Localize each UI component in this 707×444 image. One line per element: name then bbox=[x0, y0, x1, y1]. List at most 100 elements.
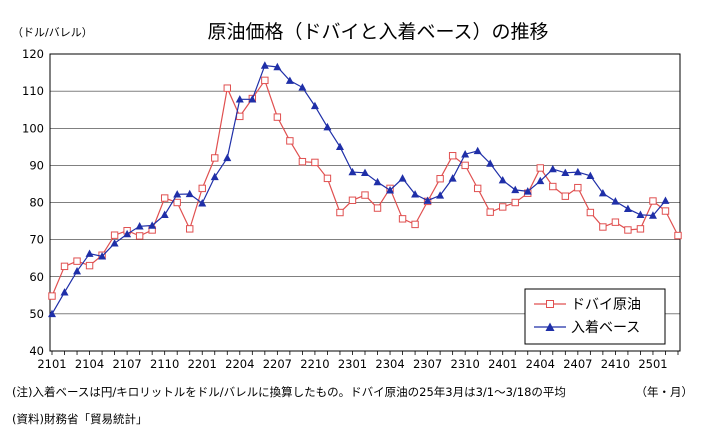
data-point bbox=[674, 231, 682, 240]
data-point bbox=[561, 192, 570, 200]
data-point bbox=[198, 184, 206, 193]
y-tick-label: 40 bbox=[29, 344, 44, 358]
data-point bbox=[649, 197, 657, 205]
data-point bbox=[335, 142, 344, 151]
legend-marker-dubai bbox=[546, 300, 554, 308]
data-point bbox=[498, 176, 507, 184]
data-point bbox=[436, 175, 444, 183]
data-point bbox=[310, 101, 319, 110]
data-point bbox=[210, 172, 219, 181]
legend-label-import: 入着ベース bbox=[571, 320, 640, 336]
x-tick-label: 2201 bbox=[188, 357, 217, 371]
data-point bbox=[636, 225, 645, 233]
data-point bbox=[398, 215, 407, 223]
x-tick-label: 2410 bbox=[601, 357, 630, 371]
legend-marker-import bbox=[545, 322, 555, 331]
data-point bbox=[398, 174, 407, 182]
data-point bbox=[323, 122, 332, 131]
chart-title: 原油価格（ドバイと入着ベース）の推移 bbox=[207, 21, 548, 43]
x-tick-label: 2104 bbox=[75, 357, 104, 371]
data-point bbox=[598, 189, 607, 197]
data-point bbox=[574, 183, 582, 192]
data-point bbox=[461, 150, 470, 158]
data-point bbox=[223, 153, 232, 162]
data-point bbox=[511, 185, 520, 194]
data-point bbox=[536, 164, 544, 172]
data-point bbox=[160, 210, 169, 218]
data-point bbox=[261, 76, 269, 85]
data-point bbox=[123, 229, 132, 238]
y-tick-label: 120 bbox=[22, 47, 44, 61]
data-point bbox=[361, 191, 369, 199]
data-point bbox=[486, 159, 495, 167]
data-point bbox=[461, 161, 469, 170]
x-tick-label: 2407 bbox=[563, 357, 592, 371]
legend-label-dubai: ドバイ原油 bbox=[571, 297, 641, 313]
x-tick-label: 2301 bbox=[338, 357, 367, 371]
legend: ドバイ原油 入着ベース bbox=[524, 288, 666, 345]
x-tick-label: 2210 bbox=[300, 357, 329, 371]
data-point bbox=[473, 146, 482, 155]
data-point bbox=[173, 190, 182, 198]
data-point bbox=[448, 174, 457, 182]
data-point bbox=[85, 249, 94, 257]
x-tick-label: 2401 bbox=[488, 357, 517, 371]
data-point bbox=[85, 261, 94, 270]
source-note: (資料)財務省「貿易統計」 bbox=[12, 412, 148, 426]
data-point bbox=[186, 225, 194, 233]
data-point bbox=[624, 226, 632, 234]
x-tick-label: 2110 bbox=[150, 357, 179, 371]
x-axis: 2101 2104 2107 2110 2201 2204 2207 2210 2301 2304… bbox=[37, 351, 679, 371]
data-point bbox=[623, 204, 632, 213]
gridlines bbox=[50, 90, 680, 315]
series-import bbox=[48, 61, 670, 318]
data-point bbox=[373, 177, 382, 186]
data-point bbox=[273, 62, 282, 71]
data-point bbox=[48, 309, 56, 318]
data-point bbox=[48, 292, 56, 300]
data-point bbox=[298, 83, 307, 91]
x-tick-label: 2107 bbox=[112, 357, 141, 371]
y-tick-label: 90 bbox=[29, 158, 44, 172]
data-point bbox=[298, 157, 307, 166]
data-point bbox=[661, 207, 670, 215]
data-point bbox=[599, 223, 607, 231]
data-point bbox=[110, 231, 119, 239]
series-line bbox=[51, 79, 679, 297]
y-axis-unit: （ドル/バレル） bbox=[12, 26, 93, 39]
x-axis-unit: （年・月） bbox=[635, 385, 694, 399]
data-point bbox=[636, 210, 645, 218]
x-tick-label: 2207 bbox=[263, 357, 292, 371]
data-point bbox=[236, 112, 244, 121]
data-point bbox=[511, 198, 519, 207]
data-point bbox=[135, 222, 144, 230]
data-point bbox=[336, 208, 344, 217]
data-point bbox=[286, 137, 294, 145]
data-point bbox=[73, 257, 81, 265]
x-tick-label: 2304 bbox=[375, 357, 404, 371]
data-point bbox=[499, 203, 507, 211]
y-tick-label: 60 bbox=[29, 270, 44, 284]
data-point bbox=[110, 239, 119, 247]
data-point bbox=[361, 168, 369, 176]
data-point bbox=[211, 154, 219, 162]
y-tick-label: 50 bbox=[29, 307, 44, 321]
data-point bbox=[73, 266, 82, 275]
data-point bbox=[436, 191, 445, 199]
data-point bbox=[548, 164, 557, 173]
data-point bbox=[411, 190, 420, 198]
data-point bbox=[60, 262, 69, 271]
x-tick-label: 2501 bbox=[638, 357, 667, 371]
data-point bbox=[260, 61, 269, 69]
data-point bbox=[386, 186, 395, 194]
data-point bbox=[573, 167, 582, 176]
x-tick-label: 2310 bbox=[451, 357, 480, 371]
data-point bbox=[98, 252, 107, 260]
data-point bbox=[323, 174, 332, 183]
data-point bbox=[661, 196, 670, 204]
data-point bbox=[561, 168, 570, 176]
data-point bbox=[273, 113, 282, 121]
data-point bbox=[60, 288, 69, 296]
series-dubai bbox=[48, 76, 682, 300]
data-point bbox=[486, 208, 494, 216]
